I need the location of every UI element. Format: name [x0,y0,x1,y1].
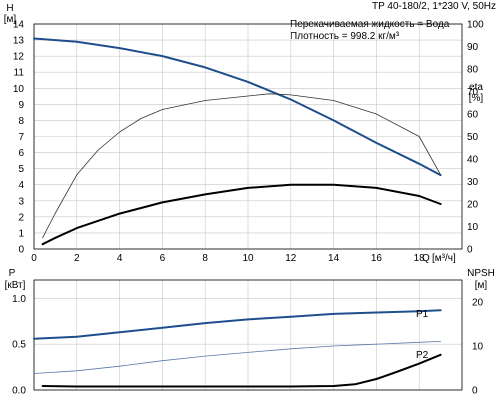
head-curve [33,37,442,177]
series-label-p2: P2 [416,350,429,361]
y-tick-label: 13 [13,36,25,47]
y2-tick-label: 10 [467,222,479,233]
y2-axis-label-eta: eta [469,82,483,93]
x-tick-label: 0 [31,253,37,264]
y2-tick-label: 30 [467,177,479,188]
y-axis-unit-p: [кВт] [5,280,26,291]
y2-tick-label: 10 [472,342,484,353]
y2-axis-unit-eta: [%] [469,93,484,104]
x-tick-label: 10 [242,253,254,264]
efficiency-curve [42,93,442,239]
series-label-p1: P1 [416,309,429,320]
y2-tick-label: 90 [467,42,479,53]
y2-tick-label: 20 [467,200,479,211]
y-tick-label: 12 [13,52,25,63]
y-tick-label: 2 [18,212,24,223]
bottom-plot-frame [33,279,463,391]
fluid-info-line: Перекачиваемая жидкость = Вода [290,19,450,30]
y2-tick-label: 0 [472,386,478,397]
y-tick-label: 11 [14,68,25,79]
top-tick-labels: 0 2 4 6 8 10 12 14 16 180123456789101112131401020… [13,20,484,265]
y2-tick-label: 40 [467,155,479,166]
npsh-curve-top [41,183,442,246]
y2-axis-label-npsh: NPSH [467,268,495,279]
y-tick-label: 1 [18,228,24,239]
x-tick-label: 8 [202,253,208,264]
y-tick-label: 3 [18,196,24,207]
p1-curve [33,309,442,340]
head-efficiency-panel: 0 2 4 6 8 10 12 14 16 180123456789101112131401020… [4,3,484,264]
y-tick-label: 10 [13,84,25,95]
npsh-curve [41,353,442,388]
y-tick-label: 9 [18,100,24,111]
x-tick-label: 18 [414,253,426,264]
y-tick-label: 14 [13,20,25,31]
chart-title: TP 40-180/2, 1*230 V, 50Hz [372,1,496,12]
x-tick-label: 14 [328,253,340,264]
y2-tick-label: 80 [467,65,479,76]
fluid-info: Перекачиваемая жидкость = Вода Плотность… [290,19,449,43]
y2-tick-label: 100 [467,20,484,31]
density-info-line: Плотность = 998.2 кг/м³ [290,31,400,42]
y2-tick-label: 50 [467,132,479,143]
y-tick-label: 0.5 [12,340,26,351]
y2-tick-label: 60 [467,110,479,121]
y-axis-label-h: H [6,3,13,14]
y2-tick-label: 70 [467,87,479,98]
y-tick-label: 5 [18,164,24,175]
x-tick-label: 12 [285,253,297,264]
bottom-curves [33,309,442,388]
y2-tick-label: 20 [472,298,484,309]
x-tick-label: 16 [371,253,383,264]
x-tick-label: 6 [160,253,166,264]
y-tick-label: 0 [18,245,24,256]
y-tick-label: 0.0 [12,386,26,397]
top-curves [33,37,442,246]
y-tick-label: 7 [18,132,24,143]
y-axis-label-p: P [9,268,16,279]
top-grid [33,23,462,250]
top-plot-frame [33,23,463,250]
y-tick-label: 1.0 [12,294,26,305]
y-tick-label: 8 [18,116,24,127]
y-tick-label: 4 [18,180,24,191]
y2-axis-unit-npsh: [м] [475,280,488,291]
y2-tick-label: 0 [467,245,473,256]
y-axis-unit-h: [м] [4,14,17,25]
x-axis-label-q: Q [422,253,430,264]
power-npsh-panel: 0.0 0.5 1.0 0 10 20 P [кВт] NPSH [м] P1 P2 [5,268,495,397]
x-axis-unit-q: [м³/ч] [432,253,456,264]
x-tick-label: 2 [74,253,80,264]
x-tick-label: 4 [117,253,123,264]
y-tick-label: 6 [18,148,24,159]
p2-curve [33,340,442,374]
bottom-tick-labels: 0.0 0.5 1.0 0 10 20 [12,294,483,397]
